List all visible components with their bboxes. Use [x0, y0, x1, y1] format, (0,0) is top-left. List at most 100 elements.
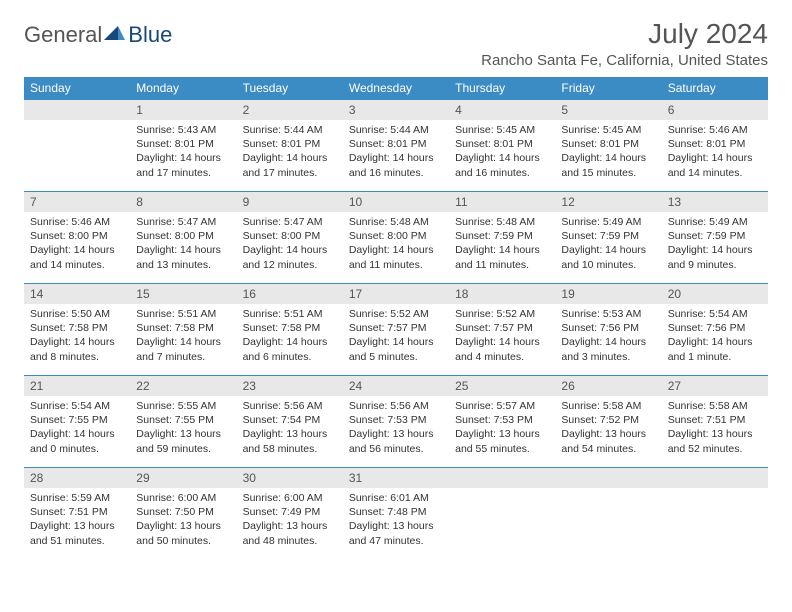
day-cell: 6Sunrise: 5:46 AMSunset: 8:01 PMDaylight… [662, 99, 768, 191]
calendar-row: 7Sunrise: 5:46 AMSunset: 8:00 PMDaylight… [24, 191, 768, 283]
day-cell: 11Sunrise: 5:48 AMSunset: 7:59 PMDayligh… [449, 191, 555, 283]
day-detail: Sunrise: 6:00 AMSunset: 7:50 PMDaylight:… [130, 488, 236, 554]
weekday-header: Sunday [24, 77, 130, 99]
day-detail: Sunrise: 5:57 AMSunset: 7:53 PMDaylight:… [449, 396, 555, 462]
day-number: 4 [449, 99, 555, 120]
calendar-head: SundayMondayTuesdayWednesdayThursdayFrid… [24, 77, 768, 99]
day-number [449, 467, 555, 488]
calendar-row: 21Sunrise: 5:54 AMSunset: 7:55 PMDayligh… [24, 375, 768, 467]
day-number: 31 [343, 467, 449, 488]
day-cell: 4Sunrise: 5:45 AMSunset: 8:01 PMDaylight… [449, 99, 555, 191]
day-detail: Sunrise: 6:00 AMSunset: 7:49 PMDaylight:… [237, 488, 343, 554]
empty-cell [449, 467, 555, 559]
day-number: 30 [237, 467, 343, 488]
day-number: 25 [449, 375, 555, 396]
day-detail: Sunrise: 5:52 AMSunset: 7:57 PMDaylight:… [343, 304, 449, 370]
day-cell: 7Sunrise: 5:46 AMSunset: 8:00 PMDaylight… [24, 191, 130, 283]
day-detail: Sunrise: 5:51 AMSunset: 7:58 PMDaylight:… [130, 304, 236, 370]
day-cell: 30Sunrise: 6:00 AMSunset: 7:49 PMDayligh… [237, 467, 343, 559]
day-number: 11 [449, 191, 555, 212]
day-cell: 29Sunrise: 6:00 AMSunset: 7:50 PMDayligh… [130, 467, 236, 559]
day-detail: Sunrise: 5:47 AMSunset: 8:00 PMDaylight:… [130, 212, 236, 278]
day-cell: 15Sunrise: 5:51 AMSunset: 7:58 PMDayligh… [130, 283, 236, 375]
calendar-page: General Blue July 2024 Rancho Santa Fe, … [0, 0, 792, 559]
day-detail: Sunrise: 5:58 AMSunset: 7:51 PMDaylight:… [662, 396, 768, 462]
day-number: 21 [24, 375, 130, 396]
day-detail: Sunrise: 5:49 AMSunset: 7:59 PMDaylight:… [662, 212, 768, 278]
day-detail: Sunrise: 5:43 AMSunset: 8:01 PMDaylight:… [130, 120, 236, 186]
day-number: 14 [24, 283, 130, 304]
header: General Blue July 2024 Rancho Santa Fe, … [24, 18, 768, 69]
day-cell: 19Sunrise: 5:53 AMSunset: 7:56 PMDayligh… [555, 283, 661, 375]
day-cell: 1Sunrise: 5:43 AMSunset: 8:01 PMDaylight… [130, 99, 236, 191]
calendar-row: 14Sunrise: 5:50 AMSunset: 7:58 PMDayligh… [24, 283, 768, 375]
day-detail: Sunrise: 5:52 AMSunset: 7:57 PMDaylight:… [449, 304, 555, 370]
calendar-body: 1Sunrise: 5:43 AMSunset: 8:01 PMDaylight… [24, 99, 768, 559]
day-number: 1 [130, 99, 236, 120]
day-number: 26 [555, 375, 661, 396]
day-number: 22 [130, 375, 236, 396]
day-detail: Sunrise: 5:50 AMSunset: 7:58 PMDaylight:… [24, 304, 130, 370]
day-cell: 14Sunrise: 5:50 AMSunset: 7:58 PMDayligh… [24, 283, 130, 375]
day-number: 20 [662, 283, 768, 304]
day-cell: 3Sunrise: 5:44 AMSunset: 8:01 PMDaylight… [343, 99, 449, 191]
day-number: 9 [237, 191, 343, 212]
day-detail: Sunrise: 5:56 AMSunset: 7:54 PMDaylight:… [237, 396, 343, 462]
day-number: 18 [449, 283, 555, 304]
day-cell: 25Sunrise: 5:57 AMSunset: 7:53 PMDayligh… [449, 375, 555, 467]
day-detail: Sunrise: 5:49 AMSunset: 7:59 PMDaylight:… [555, 212, 661, 278]
day-detail: Sunrise: 5:45 AMSunset: 8:01 PMDaylight:… [449, 120, 555, 186]
day-cell: 20Sunrise: 5:54 AMSunset: 7:56 PMDayligh… [662, 283, 768, 375]
day-number: 17 [343, 283, 449, 304]
day-cell: 10Sunrise: 5:48 AMSunset: 8:00 PMDayligh… [343, 191, 449, 283]
empty-cell [555, 467, 661, 559]
day-cell: 17Sunrise: 5:52 AMSunset: 7:57 PMDayligh… [343, 283, 449, 375]
day-number: 2 [237, 99, 343, 120]
day-cell: 16Sunrise: 5:51 AMSunset: 7:58 PMDayligh… [237, 283, 343, 375]
day-cell: 5Sunrise: 5:45 AMSunset: 8:01 PMDaylight… [555, 99, 661, 191]
day-cell: 9Sunrise: 5:47 AMSunset: 8:00 PMDaylight… [237, 191, 343, 283]
day-detail: Sunrise: 5:56 AMSunset: 7:53 PMDaylight:… [343, 396, 449, 462]
day-detail [555, 488, 661, 548]
day-number: 3 [343, 99, 449, 120]
day-number: 24 [343, 375, 449, 396]
month-year: July 2024 [481, 18, 768, 50]
day-cell: 18Sunrise: 5:52 AMSunset: 7:57 PMDayligh… [449, 283, 555, 375]
day-cell: 8Sunrise: 5:47 AMSunset: 8:00 PMDaylight… [130, 191, 236, 283]
day-number: 5 [555, 99, 661, 120]
calendar-table: SundayMondayTuesdayWednesdayThursdayFrid… [24, 77, 768, 559]
weekday-header: Monday [130, 77, 236, 99]
day-number: 19 [555, 283, 661, 304]
day-detail: Sunrise: 5:46 AMSunset: 8:00 PMDaylight:… [24, 212, 130, 278]
weekday-header: Thursday [449, 77, 555, 99]
day-detail: Sunrise: 5:51 AMSunset: 7:58 PMDaylight:… [237, 304, 343, 370]
day-cell: 23Sunrise: 5:56 AMSunset: 7:54 PMDayligh… [237, 375, 343, 467]
day-detail: Sunrise: 5:53 AMSunset: 7:56 PMDaylight:… [555, 304, 661, 370]
day-detail: Sunrise: 5:46 AMSunset: 8:01 PMDaylight:… [662, 120, 768, 186]
day-cell: 24Sunrise: 5:56 AMSunset: 7:53 PMDayligh… [343, 375, 449, 467]
day-detail: Sunrise: 5:44 AMSunset: 8:01 PMDaylight:… [237, 120, 343, 186]
day-cell: 26Sunrise: 5:58 AMSunset: 7:52 PMDayligh… [555, 375, 661, 467]
day-cell: 12Sunrise: 5:49 AMSunset: 7:59 PMDayligh… [555, 191, 661, 283]
day-number: 12 [555, 191, 661, 212]
location: Rancho Santa Fe, California, United Stat… [481, 52, 768, 69]
day-detail: Sunrise: 5:47 AMSunset: 8:00 PMDaylight:… [237, 212, 343, 278]
day-detail [449, 488, 555, 548]
day-detail: Sunrise: 5:55 AMSunset: 7:55 PMDaylight:… [130, 396, 236, 462]
calendar-row: 1Sunrise: 5:43 AMSunset: 8:01 PMDaylight… [24, 99, 768, 191]
day-detail: Sunrise: 5:58 AMSunset: 7:52 PMDaylight:… [555, 396, 661, 462]
day-detail: Sunrise: 5:44 AMSunset: 8:01 PMDaylight:… [343, 120, 449, 186]
day-detail: Sunrise: 5:48 AMSunset: 8:00 PMDaylight:… [343, 212, 449, 278]
logo: General Blue [24, 22, 172, 48]
logo-text-general: General [24, 22, 102, 48]
weekday-header: Tuesday [237, 77, 343, 99]
empty-cell [24, 99, 130, 191]
day-number: 16 [237, 283, 343, 304]
day-number: 23 [237, 375, 343, 396]
logo-text-blue: Blue [128, 22, 172, 48]
day-cell: 22Sunrise: 5:55 AMSunset: 7:55 PMDayligh… [130, 375, 236, 467]
day-detail: Sunrise: 5:48 AMSunset: 7:59 PMDaylight:… [449, 212, 555, 278]
calendar-row: 28Sunrise: 5:59 AMSunset: 7:51 PMDayligh… [24, 467, 768, 559]
day-number: 13 [662, 191, 768, 212]
weekday-header: Saturday [662, 77, 768, 99]
